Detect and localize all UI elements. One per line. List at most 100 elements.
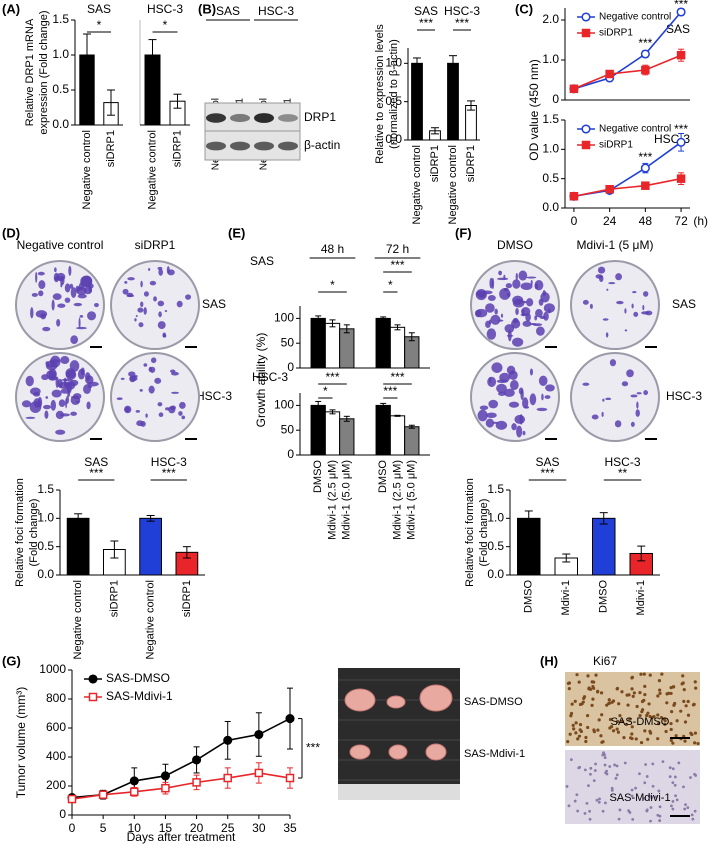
significance-label: *** — [390, 370, 404, 384]
nucleus — [658, 819, 662, 822]
nucleus — [617, 702, 621, 706]
nucleus — [586, 674, 590, 678]
nucleus — [596, 728, 600, 732]
colony — [621, 381, 629, 387]
nucleus — [669, 738, 673, 742]
tumor — [425, 743, 447, 761]
nucleus — [654, 795, 658, 799]
legend-label: siDRP1 — [599, 140, 633, 151]
colony — [137, 307, 144, 313]
colony-dish — [15, 352, 105, 442]
colony — [64, 297, 71, 303]
colony — [157, 300, 165, 307]
y-tick-label: 0.5 — [487, 539, 504, 553]
colony — [630, 421, 635, 427]
nucleus — [677, 761, 681, 765]
nucleus — [691, 703, 696, 707]
y-axis-label: Relative foci formation — [464, 478, 476, 587]
nucleus — [660, 672, 664, 676]
nucleus — [572, 727, 576, 731]
category-label: Mdivi-1 — [635, 580, 647, 615]
colony — [50, 399, 57, 411]
nucleus — [671, 741, 675, 745]
nucleus — [580, 702, 584, 706]
y-tick-label: 1.0 — [542, 142, 559, 156]
colony — [116, 397, 123, 401]
nucleus — [607, 698, 611, 702]
nucleus — [569, 758, 573, 762]
nucleus — [680, 682, 684, 686]
nucleus — [622, 736, 626, 740]
nucleus — [651, 762, 655, 766]
bar — [339, 328, 355, 369]
colony — [87, 381, 99, 387]
colony — [635, 409, 640, 417]
nucleus — [657, 789, 661, 793]
y-tick-label: 0.0 — [52, 117, 69, 131]
nucleus — [616, 719, 620, 724]
colony — [52, 293, 62, 300]
nucleus — [665, 701, 669, 705]
nucleus — [570, 702, 574, 706]
nucleus — [592, 728, 596, 732]
nucleus — [658, 688, 662, 692]
colony — [124, 280, 128, 284]
colony — [56, 319, 61, 327]
nucleus — [670, 710, 674, 714]
significance-label: *** — [674, 122, 688, 136]
nucleus — [651, 784, 655, 788]
colony — [508, 401, 520, 408]
nucleus — [611, 729, 616, 733]
nucleus — [592, 779, 596, 783]
colony — [139, 389, 143, 392]
series-line — [71, 772, 291, 800]
colony — [171, 391, 180, 394]
colony — [138, 322, 144, 328]
nucleus — [577, 734, 582, 738]
nucleus — [634, 786, 637, 790]
colony — [520, 282, 533, 290]
colony — [133, 375, 138, 378]
x-tick-label: 72 — [674, 214, 688, 228]
nucleus — [658, 691, 662, 696]
nucleus — [673, 775, 677, 779]
nucleus — [588, 809, 592, 813]
colony — [166, 266, 170, 274]
significance-label: *** — [419, 16, 433, 30]
nucleus — [583, 768, 587, 772]
category-label: siDRP1 — [171, 130, 183, 167]
nucleus — [631, 694, 635, 698]
group-label: HSC-3 — [444, 4, 480, 18]
legend-marker — [581, 124, 591, 134]
image-column-label: Mdivi-1 (5 μM) — [577, 238, 654, 252]
colony — [171, 371, 179, 376]
nucleus — [663, 719, 667, 723]
nucleus — [646, 737, 650, 741]
colony — [541, 393, 544, 401]
nucleus — [664, 729, 668, 734]
bar — [411, 62, 423, 141]
nucleus — [575, 673, 579, 677]
colony — [57, 303, 66, 308]
colony — [64, 381, 76, 390]
nucleus — [634, 737, 638, 741]
colony — [69, 283, 74, 289]
image-row-label: SAS — [672, 297, 696, 311]
tumor — [419, 684, 453, 712]
y-tick-label: 0.0 — [487, 567, 504, 581]
colony — [490, 314, 501, 325]
y-tick-label: 1.0 — [487, 511, 504, 525]
data-point — [67, 794, 77, 804]
legend-marker — [88, 674, 98, 684]
significance-label: *** — [540, 466, 554, 480]
blot-band — [254, 113, 274, 123]
colony — [60, 388, 71, 394]
colony — [153, 296, 157, 302]
nucleus — [645, 809, 649, 813]
legend-label: SAS-Mdivi-1 — [106, 689, 173, 703]
colony — [44, 410, 49, 419]
colony — [503, 388, 515, 397]
series-label: Mdivi-1 (5.0 μM) — [406, 460, 418, 540]
y-tick-label: 200 — [46, 778, 66, 792]
group-label: SAS — [535, 455, 559, 469]
